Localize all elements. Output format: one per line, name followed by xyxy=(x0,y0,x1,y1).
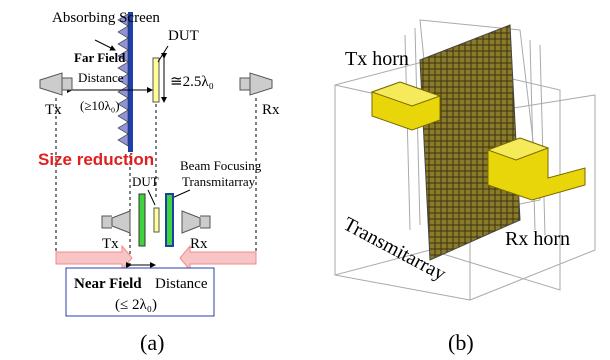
tx-horn-top xyxy=(370,81,442,107)
leader xyxy=(147,189,156,206)
arrow-right xyxy=(55,244,133,272)
transmitarray-near xyxy=(165,193,174,247)
label: (≤ 2λ₀) xyxy=(115,297,157,313)
label: Tx horn xyxy=(345,48,409,70)
rx-horn xyxy=(239,72,273,96)
screen-near xyxy=(138,193,146,247)
rx-horn-top xyxy=(486,137,550,161)
label: Near Field xyxy=(74,276,142,292)
leader xyxy=(171,189,191,199)
arrow-left xyxy=(179,244,257,272)
tx-horn xyxy=(39,72,73,96)
label: ≅2.5λ₀ xyxy=(170,74,214,90)
tx-horn xyxy=(101,210,131,234)
screen-bar xyxy=(128,12,133,152)
label: Rx horn xyxy=(505,228,570,250)
dut-near xyxy=(153,207,160,233)
near-field-box xyxy=(65,267,215,317)
dut-far xyxy=(152,57,160,103)
label: (≥10λ₀) xyxy=(80,98,120,113)
leader xyxy=(157,45,169,63)
screen-triangles xyxy=(117,13,129,147)
guides xyxy=(55,98,257,265)
label: Size reduction xyxy=(38,150,154,169)
caption: (a) xyxy=(140,330,164,355)
absorbing-screen-graphic xyxy=(117,12,133,152)
transmitarray-mesh xyxy=(419,24,521,261)
label: Tx xyxy=(102,236,119,252)
label: Beam Focusing xyxy=(180,158,262,173)
label: Absorbing Screen xyxy=(52,10,160,26)
arrow xyxy=(94,39,116,51)
label: Tx xyxy=(45,102,62,118)
label: Distance xyxy=(155,276,208,292)
label: Rx xyxy=(190,236,208,252)
label: DUT xyxy=(132,174,159,189)
label: Distance xyxy=(78,70,124,85)
rx-horn xyxy=(181,210,211,234)
label: Far Field xyxy=(74,50,126,65)
label: Rx xyxy=(262,102,280,118)
label: DUT xyxy=(168,28,199,44)
label: Transmitarray xyxy=(182,174,256,189)
caption: (b) xyxy=(448,330,474,355)
